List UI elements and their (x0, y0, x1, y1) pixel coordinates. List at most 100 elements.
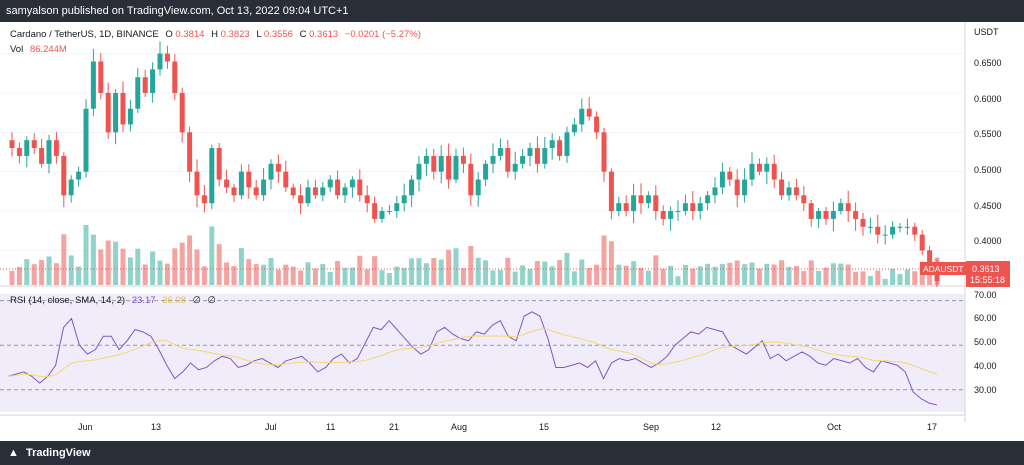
volume-bar (39, 260, 45, 285)
volume-bar (194, 249, 200, 285)
candle-body (786, 187, 792, 196)
candle-body (927, 250, 933, 267)
candle-body (497, 148, 503, 156)
candle-body (446, 155, 452, 180)
last-symbol-text: ADAUSDT (923, 264, 964, 274)
rsi-legend[interactable]: RSI (14, close, SMA, 14, 2) 23.17 36.08 … (10, 295, 216, 306)
candle-body (897, 226, 903, 228)
candle-body (187, 132, 193, 172)
volume-bar (823, 267, 829, 285)
candle-body (690, 203, 696, 212)
volume-bar (179, 242, 185, 285)
candle-body (283, 171, 289, 188)
candle-body (231, 187, 237, 196)
candle-body (275, 163, 281, 172)
candle-body (512, 163, 518, 172)
volume-bar (542, 261, 548, 285)
volume-bar (534, 261, 540, 285)
volume-bar (816, 271, 822, 285)
volume-bar (779, 260, 785, 285)
candle-body (490, 155, 496, 164)
candle-body (586, 108, 592, 117)
candle-body (127, 108, 133, 125)
time-label: 11 (326, 422, 335, 432)
volume-bar (801, 271, 807, 285)
chart[interactable]: USDT 0.6500 0.6000 0.5500 0.5000 0.4500 … (0, 22, 1024, 441)
candle-body (919, 234, 925, 251)
candle-body (505, 148, 511, 172)
candle-body (431, 155, 437, 172)
last-symbol-tag (920, 262, 966, 275)
volume-bar (860, 271, 866, 285)
volume-bar (46, 256, 52, 285)
rsi-ma-line (7, 328, 938, 377)
volume-bar (675, 276, 681, 285)
price-legend[interactable]: Cardano / TetherUS, 1D, BINANCE O 0.3814… (10, 29, 421, 55)
volume-bar (653, 255, 659, 285)
footer-bar: ▲ TradingView (0, 441, 1024, 465)
rsi-pane[interactable] (0, 294, 965, 412)
candle-body (394, 203, 400, 212)
candle-body (542, 148, 548, 164)
volume-bar (16, 266, 22, 285)
candle-body (135, 77, 141, 109)
high-value: 0.3823 (221, 29, 250, 40)
volume-bar (312, 268, 318, 285)
volume-bar (409, 258, 415, 285)
volume-bar (31, 264, 37, 285)
candle-body (209, 148, 215, 204)
volume-bar (668, 265, 674, 285)
volume-value: 86.244M (30, 44, 67, 55)
candle-body (557, 140, 563, 156)
volume-bar (357, 255, 363, 285)
candle-body (150, 69, 156, 93)
candle-body (771, 163, 777, 180)
volume-bar (771, 264, 777, 285)
candle-body (468, 163, 474, 196)
volume-bar (253, 264, 259, 285)
volume-bar (164, 263, 170, 285)
volume-bar (127, 257, 133, 285)
volume-bar (586, 267, 592, 285)
candle-body (39, 148, 45, 164)
candle-series (9, 41, 940, 288)
volume-bar (594, 264, 600, 285)
candle-body (912, 226, 918, 235)
tradingview-brand: TradingView (25, 447, 91, 459)
candle-body (904, 226, 910, 228)
candle-body (719, 171, 725, 188)
candle-body (246, 171, 252, 188)
volume-bar (660, 268, 666, 285)
candle-body (113, 92, 119, 133)
volume-bar (349, 267, 355, 285)
volume-bar (579, 259, 585, 285)
volume-bar (616, 264, 622, 285)
price-tick: 0.4500 (974, 201, 1002, 211)
price-pane[interactable] (0, 22, 965, 285)
candle-body (475, 179, 481, 196)
candle-body (483, 163, 489, 180)
candle-body (31, 140, 37, 149)
candle-body (838, 203, 844, 212)
time-label: 15 (539, 422, 549, 432)
high-label: H (211, 29, 218, 40)
candle-body (682, 203, 688, 212)
candle-body (9, 140, 15, 149)
volume-bar (438, 259, 444, 285)
close-label: C (300, 29, 307, 40)
candle-body (76, 171, 82, 180)
volume-bar (298, 270, 304, 285)
volume-bar (401, 267, 407, 285)
volume-bar (497, 269, 503, 285)
candle-body (224, 179, 230, 188)
volume-bar (845, 264, 851, 285)
time-axis[interactable]: Jun 13 Jul 11 21 Aug 15 Sep 12 Oct 17 (78, 422, 937, 432)
candle-body (46, 140, 52, 164)
volume-bar (645, 270, 651, 285)
candle-body (742, 179, 748, 196)
volume-bar (320, 264, 326, 285)
volume-bar (749, 262, 755, 285)
candle-body (564, 132, 570, 156)
volume-bar (275, 269, 281, 285)
rsi-tick: 60.00 (974, 313, 997, 323)
